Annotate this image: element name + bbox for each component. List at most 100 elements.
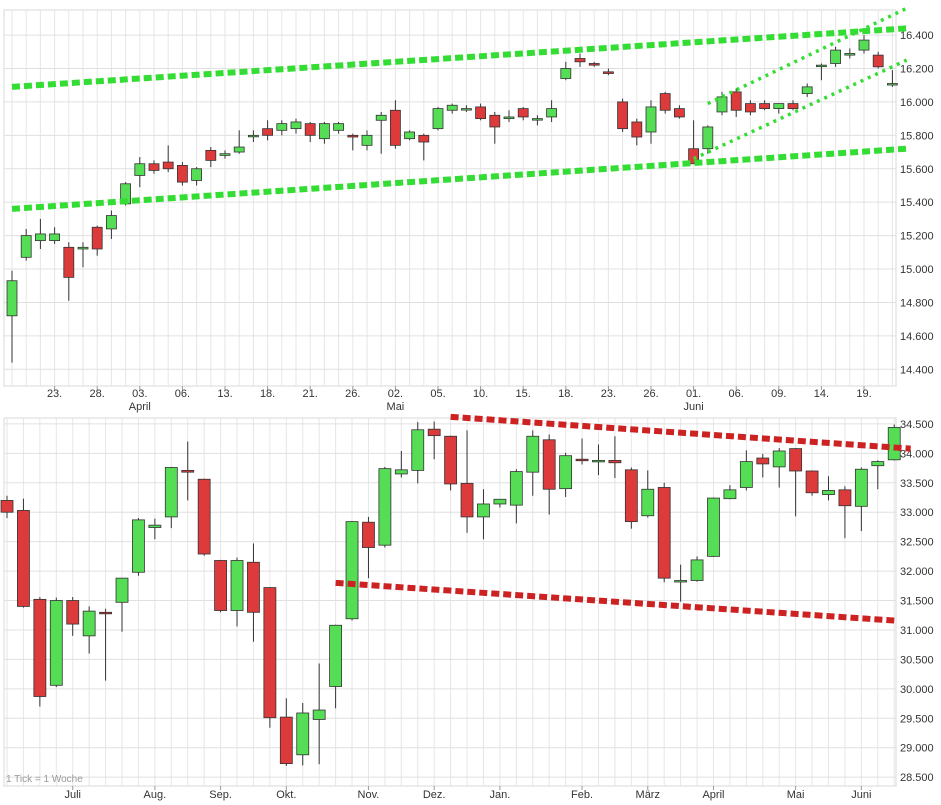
candle [389,100,401,149]
y-tick-label: 33.000 [900,507,934,519]
month-label: April [129,401,151,413]
y-tick-label: 30.000 [900,684,934,696]
candle-body [33,598,47,697]
tick-note: 1 Tick = 1 Woche [6,774,83,785]
candle [730,88,742,117]
candle [296,702,310,766]
candle-body [345,521,359,620]
candle [176,162,188,186]
candle [707,497,720,557]
candle-body [276,123,288,131]
candle-body [801,86,813,94]
daily-panel: 14.400 14.600 14.800 15.000 15.200 15.400 15.6… [3,6,934,413]
candle-body [624,469,638,523]
candle [603,68,614,76]
candle [871,460,885,490]
candle [82,606,96,654]
candle-body [214,560,227,611]
candle [617,98,628,132]
candle [517,106,529,121]
candle-body [49,233,60,242]
candle-body [444,435,458,485]
x-tick-label: Mai [787,789,805,801]
candle [6,270,18,363]
candle [588,61,600,67]
candle-body [858,39,870,51]
candle [77,242,89,268]
x-tick-label: Aug. [144,789,167,801]
candle-body [517,108,529,118]
candle [624,467,638,529]
candle [690,556,704,582]
candle-body [739,461,753,488]
candle [674,105,685,119]
x-tick-label: Jan. [490,789,511,801]
candle-body [773,103,785,109]
candle [290,118,302,134]
candle [608,436,622,479]
candle-body [460,482,474,518]
candle-body [404,131,416,140]
candle-body [575,458,589,462]
candle [148,160,160,174]
candle [805,470,819,496]
y-tick-label: 14.600 [900,331,934,343]
candle [822,476,835,501]
y-tick-label: 29.000 [900,743,934,755]
y-tick-label: 14.800 [900,297,934,309]
candle [17,498,30,608]
x-tick-label: 18. [558,388,573,400]
candle-body [592,459,605,463]
candle [787,100,799,111]
candle-body [503,116,515,120]
candle-body [532,118,543,121]
candle-body [17,510,30,607]
y-tick-label: 16.000 [900,97,934,109]
x-tick-label: 14. [814,388,829,400]
candle [418,133,430,161]
y-tick-label: 16.400 [900,30,934,42]
candle-body [333,123,345,131]
candle-body [318,123,330,140]
candle [205,147,217,168]
candle-body [394,469,408,475]
candle [148,518,162,540]
candle [106,210,117,239]
candle [444,435,458,491]
candle-body [191,168,203,181]
y-tick-label: 16.200 [900,63,934,75]
candle [333,121,345,134]
y-tick-label: 29.500 [900,713,934,725]
x-tick-label: 03. [132,388,147,400]
candle-body [789,448,803,472]
candle-body [312,709,326,720]
candle-body [546,108,557,118]
x-tick-label: März [636,789,660,801]
candle [759,100,770,111]
x-tick-label: 01. [686,388,701,400]
candle-body [247,134,259,138]
candle [745,100,756,116]
candle-body [162,161,174,170]
candle [645,100,657,144]
x-tick-label: Sep. [209,789,232,801]
candle [276,120,288,136]
candle [318,121,330,144]
candle-body [838,489,852,507]
candle-body [290,121,302,130]
candle-body [603,71,614,74]
candle [362,516,375,579]
candle-body [262,128,274,136]
y-tick-label: 14.400 [900,364,934,376]
x-tick-label: Juni [851,789,871,801]
candle [887,70,898,87]
candle [233,130,245,154]
candle [674,564,688,602]
candle [49,227,60,244]
candle [279,698,293,766]
candle-body [641,488,655,517]
x-tick-label: 26. [643,388,658,400]
y-tick-label: 15.200 [900,231,934,243]
candle-body [756,457,770,465]
candle [854,467,868,532]
